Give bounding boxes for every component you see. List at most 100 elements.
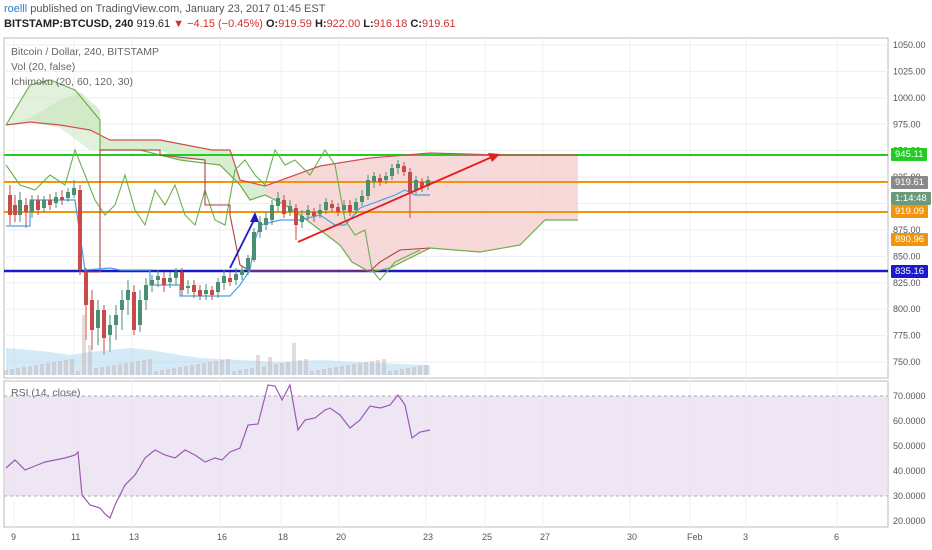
rsi-axis-label: 20.0000 <box>893 516 926 526</box>
candle-body <box>156 276 160 280</box>
candle-body <box>246 258 250 270</box>
candle-body <box>24 205 28 212</box>
candle-body <box>144 285 148 300</box>
time-axis-label: 6 <box>834 532 839 542</box>
price-chart[interactable]: 1050.001025.001000.00975.00950.00925.009… <box>0 34 932 550</box>
price-change: ▼ −4.15 (−0.45%) <box>173 18 263 30</box>
candle-body <box>402 166 406 172</box>
candle-body <box>114 315 118 325</box>
candle-body <box>90 300 94 330</box>
candle-body <box>54 197 58 203</box>
time-axis-label: 18 <box>278 532 288 542</box>
volume-area <box>6 348 430 375</box>
rsi-axis-label: 50.0000 <box>893 441 926 451</box>
candle-body <box>66 192 70 198</box>
candle-body <box>78 190 82 270</box>
candle-body <box>312 212 316 216</box>
ichimoku-legend[interactable]: Ichimoku (20, 60, 120, 30) <box>11 76 133 88</box>
volume-bar <box>376 360 380 375</box>
time-axis-label: 9 <box>11 532 16 542</box>
tag-last-price: 919.61 <box>891 176 929 189</box>
volume-bar <box>40 364 44 375</box>
candle-body <box>270 205 274 220</box>
time-axis-label: 13 <box>129 532 139 542</box>
volume-bar <box>124 363 128 375</box>
volume-bar <box>256 355 260 375</box>
rsi-legend[interactable]: RSI (14, close) <box>11 387 81 399</box>
volume-bar <box>340 366 344 375</box>
candle-body <box>348 205 352 212</box>
price-axis-label: 775.00 <box>893 331 921 341</box>
time-axis-label: Feb <box>687 532 703 542</box>
volume-bar <box>190 365 194 375</box>
candle-body <box>30 200 34 212</box>
candle-body <box>330 204 334 208</box>
candle-body <box>408 172 412 192</box>
volume-bar <box>280 363 284 375</box>
volume-bar <box>262 366 266 375</box>
candle-body <box>420 182 424 188</box>
candle-body <box>192 285 196 292</box>
candle-body <box>108 325 112 335</box>
volume-bar <box>322 369 326 375</box>
rsi-band <box>4 396 888 496</box>
trend-arrow-red[interactable] <box>297 156 493 243</box>
volume-bar <box>328 368 332 375</box>
volume-bar <box>112 365 116 375</box>
close-value: 919.61 <box>422 18 456 30</box>
price-axis-label: 1025.00 <box>893 66 926 76</box>
trend-arrow-blue[interactable] <box>229 217 256 269</box>
volume-bar <box>100 367 104 375</box>
volume-bar <box>28 366 32 375</box>
candle-body <box>258 222 262 232</box>
candle-body <box>216 282 220 292</box>
ohlc-line: BITSTAMP:BTCUSD, 240 919.61 ▼ −4.15 (−0.… <box>4 18 456 30</box>
volume-bar <box>58 361 62 375</box>
volume-bar <box>286 362 290 375</box>
volume-bar <box>4 370 8 375</box>
arrow-head-red <box>488 153 500 162</box>
low-value: 916.18 <box>373 18 408 30</box>
volume-bar <box>226 359 230 375</box>
candle-body <box>180 272 184 290</box>
candle-body <box>42 200 46 208</box>
price-axis-label: 825.00 <box>893 278 921 288</box>
symbol-legend[interactable]: Bitcoin / Dollar, 240, BITSTAMP <box>11 46 160 58</box>
volume-bar <box>166 369 170 375</box>
volume-legend[interactable]: Vol (20, false) <box>11 61 76 73</box>
symbol-label: BITSTAMP:BTCUSD, 240 <box>4 18 134 30</box>
author-link[interactable]: roelll <box>4 3 28 15</box>
volume-bar <box>118 364 122 375</box>
candle-body <box>198 290 202 296</box>
volume-bar <box>94 368 98 375</box>
volume-bar <box>154 371 158 375</box>
candle-body <box>234 274 238 280</box>
volume-bar <box>160 370 164 375</box>
volume-bar <box>292 343 296 375</box>
volume-bar <box>220 360 224 375</box>
arrow-head-blue <box>250 212 259 222</box>
time-axis-label: 11 <box>71 532 80 542</box>
volume-bar <box>232 371 236 375</box>
ichimoku-cloud-green-left <box>6 80 100 150</box>
volume-bar <box>244 369 248 375</box>
candle-body <box>186 286 190 288</box>
ichimoku-kijun <box>82 149 431 273</box>
volume-bar <box>10 369 14 375</box>
volume-bar <box>310 371 314 375</box>
volume-bar <box>274 364 278 375</box>
high-value: 922.00 <box>326 18 361 30</box>
volume-bar <box>352 364 356 375</box>
tag-blue-line: 835.16 <box>891 265 929 278</box>
rsi-line <box>5 383 431 519</box>
rsi-axis-label: 30.0000 <box>893 491 926 501</box>
tag-green-line: 945.11 <box>891 148 928 161</box>
volume-bar <box>88 345 92 375</box>
price-axis-label: 1000.00 <box>893 93 926 103</box>
volume-bar <box>196 364 200 375</box>
volume-bar <box>82 315 86 375</box>
publish-text: published on TradingView.com, January 23… <box>30 3 326 15</box>
time-axis-label: 25 <box>482 532 492 542</box>
price-axis-label: 800.00 <box>893 304 921 314</box>
volume-bar <box>418 366 422 375</box>
